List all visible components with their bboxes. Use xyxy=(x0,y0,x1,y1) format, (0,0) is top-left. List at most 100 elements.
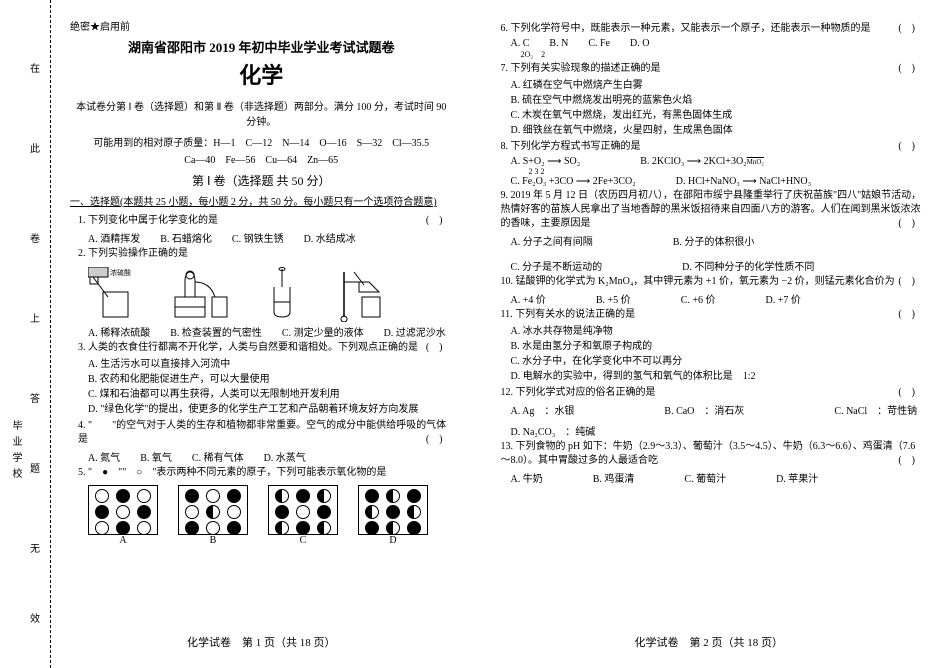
q9-C: C. 分子是不断运动的 xyxy=(511,258,603,273)
q5-grid-B xyxy=(178,485,248,535)
q12-stem: 12. 下列化学式对应的俗名正确的是( ) xyxy=(501,386,926,400)
q7-stem: 7. 下列有关实验现象的描述正确的是 ( ) xyxy=(501,62,926,76)
q7-opts: A. 红磷在空气中燃烧产生白雾 B. 硫在空气中燃烧发出明亮的蓝紫色火焰 C. … xyxy=(511,78,926,138)
q1-text: 1. 下列变化中属于化学变化的是 xyxy=(78,215,218,226)
q5-grid-A xyxy=(88,485,158,535)
secret-label: 绝密★启用前 xyxy=(70,18,453,33)
q13-C: C. 葡萄汁 xyxy=(684,470,726,485)
q13-D: D. 苹果汁 xyxy=(776,470,818,485)
q9-opts: A. 分子之间有间隔 B. 分子的体积很小 C. 分子是不断运动的 D. 不同种… xyxy=(511,233,926,273)
q8-opts-row2: C. Fe₂O₃ +3CO ⟶ 2Fe+3CO₂ D. HCl+NaNO₃ ⟶ … xyxy=(511,176,926,187)
q2-B: B. 检查装置的气密性 xyxy=(170,324,262,339)
q6-D: D. O xyxy=(630,38,649,49)
q2-opts: A. 稀释浓硫酸 B. 检查装置的气密性 C. 测定少量的液体 D. 过滤泥沙水 xyxy=(88,324,453,339)
q11-A: A. 冰水共存物是纯净物 xyxy=(511,324,926,339)
q11-paren: ( ) xyxy=(898,308,915,322)
q6-B: B. N xyxy=(549,38,568,49)
q2-fig-D xyxy=(334,267,394,322)
q6-C: C. Fe xyxy=(588,38,610,49)
q8-opts-row1: A. S+O₂ ⟶ SO₂ B. 2KClO₃ ⟶ 2KCl+3O₂MnO₂ xyxy=(511,156,926,167)
q8-stem: 8. 下列化学方程式书写正确的是( ) xyxy=(501,140,926,154)
q8-A: A. S+O₂ ⟶ SO₂ xyxy=(511,156,581,167)
atomic-masses-1: 可能用到的相对原子质量：H—1 C—12 N—14 O—16 S—32 Cl—3… xyxy=(70,134,453,149)
q8-D: D. HCl+NaNO₃ ⟶ NaCl+HNO₃ xyxy=(676,176,811,187)
q10-stem: 10. 锰酸钾的化学式为 K₂MnO₄，其中钾元素为 +1 价，氧元素为 −2 … xyxy=(501,275,926,289)
section-1-header: 第 Ⅰ 卷（选择题 共 50 分） xyxy=(70,172,453,189)
q5-label-C: C xyxy=(268,535,338,546)
q5-grid-D xyxy=(358,485,428,535)
section-1-instr: 一、选择题(本题共 25 小题，每小题 2 分，共 50 分。每小题只有一个选项… xyxy=(70,193,453,208)
q12-paren: ( ) xyxy=(898,386,915,400)
q6-sub: 2O₂ 2 xyxy=(521,49,926,60)
q10-opts: A. +4 价 B. +5 价 C. +6 价 D. +7 价 xyxy=(511,291,926,306)
q9-text: 9. 2019 年 5 月 12 日（农历四月初八），在邵阳市绥宁县隆重举行了庆… xyxy=(501,190,922,229)
q10-paren: ( ) xyxy=(898,275,915,289)
q12-C: C. NaCl ：苛性钠 xyxy=(834,402,917,417)
atomic-masses-2: Ca—40 Fe—56 Cu—64 Zn—65 xyxy=(70,151,453,166)
q8-B-sub: MnO₂ xyxy=(747,158,764,166)
q5-grid-A-wrap: A xyxy=(88,485,158,546)
footer-p1: 化学试卷 第 1 页（共 18 页） xyxy=(70,628,453,650)
q8-C: C. Fe₂O₃ +3CO ⟶ 2Fe+3CO₂ xyxy=(511,176,636,187)
q5-label-A: A xyxy=(88,535,158,546)
q2-fig-B xyxy=(170,267,230,322)
page-1: 绝密★启用前 湖南省邵阳市 2019 年初中毕业学业考试试题卷 化学 本试卷分第… xyxy=(0,0,473,668)
q3-D: D. "绿色化学"的提出，使更多的化学生产工艺和产品朝着环境友好方向发展 xyxy=(88,402,453,417)
q13-opts: A. 牛奶 B. 鸡蛋清 C. 葡萄汁 D. 苹果汁 xyxy=(511,470,926,485)
q1-paren: ( ) xyxy=(426,214,443,228)
q11-B: B. 水是由氢分子和氧原子构成的 xyxy=(511,339,926,354)
q7-text: 7. 下列有关实验现象的描述正确的是 xyxy=(501,63,661,74)
q3-B: B. 农药和化肥能促进生产，可以大量使用 xyxy=(88,372,453,387)
q3-text: 3. 人类的衣食住行都离不开化学，人类与自然要和谐相处。下列观点正确的是 xyxy=(78,342,418,353)
exam-title: 湖南省邵阳市 2019 年初中毕业学业考试试题卷 xyxy=(70,37,453,56)
q8-B-text: B. 2KClO₃ ⟶ 2KCl+3O₂ xyxy=(640,156,746,167)
q4-A: A. 氮气 xyxy=(88,449,120,464)
q13-B: B. 鸡蛋清 xyxy=(593,470,635,485)
q9-stem: 9. 2019 年 5 月 12 日（农历四月初八），在邵阳市绥宁县隆重举行了庆… xyxy=(501,189,926,231)
q8-text: 8. 下列化学方程式书写正确的是 xyxy=(501,141,641,152)
q4-D: D. 水蒸气 xyxy=(264,449,306,464)
q7-paren: ( ) xyxy=(898,62,915,76)
q13-paren: ( ) xyxy=(898,454,915,468)
q10-C: C. +6 价 xyxy=(681,291,716,306)
q13-stem: 13. 下列食物的 pH 如下：牛奶（2.9～3.3）、葡萄汁（3.5～4.5）… xyxy=(501,440,926,468)
exam-note: 本试卷分第 Ⅰ 卷（选择题）和第 Ⅱ 卷（非选择题）两部分。满分 100 分，考… xyxy=(70,98,453,128)
q11-opts: A. 冰水共存物是纯净物 B. 水是由氢分子和氧原子构成的 C. 水分子中，在化… xyxy=(511,324,926,384)
q3-C: C. 煤和石油都可以再生获得，人类可以无限制地开发利用 xyxy=(88,387,453,402)
q2-fig-C xyxy=(252,267,312,322)
q12-opts: A. Ag ：水银 B. CaO ：消石灰 C. NaCl ：苛性钠 D. Na… xyxy=(511,402,926,438)
q11-stem: 11. 下列有关水的说法正确的是 ( ) xyxy=(501,308,926,322)
q5-grid-C xyxy=(268,485,338,535)
footer-p2: 化学试卷 第 2 页（共 18 页） xyxy=(493,628,926,650)
q9-B: B. 分子的体积很小 xyxy=(673,233,755,248)
q7-B: B. 硫在空气中燃烧发出明亮的蓝紫色火焰 xyxy=(511,93,926,108)
q6-A: A. C xyxy=(511,38,530,49)
q4-paren: ( ) xyxy=(426,433,443,447)
q1-C: C. 钢铁生锈 xyxy=(232,230,284,245)
q4-C: C. 稀有气体 xyxy=(192,449,244,464)
q12-D: D. Na₂CO₃ ：纯碱 xyxy=(511,423,596,438)
q11-text: 11. 下列有关水的说法正确的是 xyxy=(501,309,636,320)
q1-A: A. 酒精挥发 xyxy=(88,230,140,245)
q5-label-D: D xyxy=(358,535,428,546)
q1-B: B. 石蜡熔化 xyxy=(160,230,212,245)
q6-opts: A. C B. N C. Fe D. O xyxy=(511,38,926,49)
q6-stem: 6. 下列化学符号中，既能表示一种元素，又能表示一个原子，还能表示一种物质的是(… xyxy=(501,22,926,36)
q10-A: A. +4 价 xyxy=(511,291,546,306)
q5-stem: 5. " ● "" ○ "表示两种不同元素的原子，下列可能表示氧化物的是 xyxy=(78,466,453,480)
q7-C: C. 木炭在氧气中燃烧，发出红光，有黑色固体生成 xyxy=(511,108,926,123)
q2-A: A. 稀释浓硫酸 xyxy=(88,324,150,339)
q2-figures: 浓硫酸 xyxy=(88,267,453,322)
q12-B: B. CaO ：消石灰 xyxy=(664,402,744,417)
q4-stem: 4. " "的空气对于人类的生存和植物都非常重要。空气的成分中能供给呼吸的气体是… xyxy=(78,419,453,447)
q3-paren: ( ) xyxy=(426,341,443,355)
q1-D: D. 水结成冰 xyxy=(304,230,356,245)
subject-title: 化学 xyxy=(70,58,453,90)
q2-D: D. 过滤泥沙水 xyxy=(384,324,446,339)
q3-stem: 3. 人类的衣食住行都离不开化学，人类与自然要和谐相处。下列观点正确的是 ( ) xyxy=(78,341,453,355)
q1-stem: 1. 下列变化中属于化学变化的是 ( ) xyxy=(78,214,453,228)
q5-label-B: B xyxy=(178,535,248,546)
q7-A: A. 红磷在空气中燃烧产生白雾 xyxy=(511,78,926,93)
q13-text: 13. 下列食物的 pH 如下：牛奶（2.9～3.3）、葡萄汁（3.5～4.5）… xyxy=(501,441,916,466)
q11-C: C. 水分子中，在化学变化中不可以再分 xyxy=(511,354,926,369)
